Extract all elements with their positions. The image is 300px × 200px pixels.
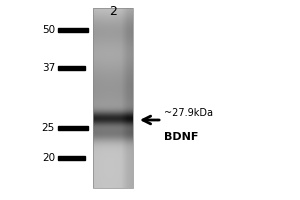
Text: 20: 20 — [42, 153, 55, 163]
Bar — [93, 8, 133, 188]
Text: ~27.9kDa: ~27.9kDa — [164, 108, 213, 118]
Text: 50: 50 — [42, 25, 55, 35]
Bar — [58, 66, 85, 70]
Text: 25: 25 — [42, 123, 55, 133]
Bar — [58, 156, 85, 160]
Bar — [58, 126, 88, 130]
Text: 2: 2 — [109, 5, 117, 18]
Text: BDNF: BDNF — [164, 132, 198, 142]
Text: 37: 37 — [42, 63, 55, 73]
Bar — [58, 28, 88, 32]
